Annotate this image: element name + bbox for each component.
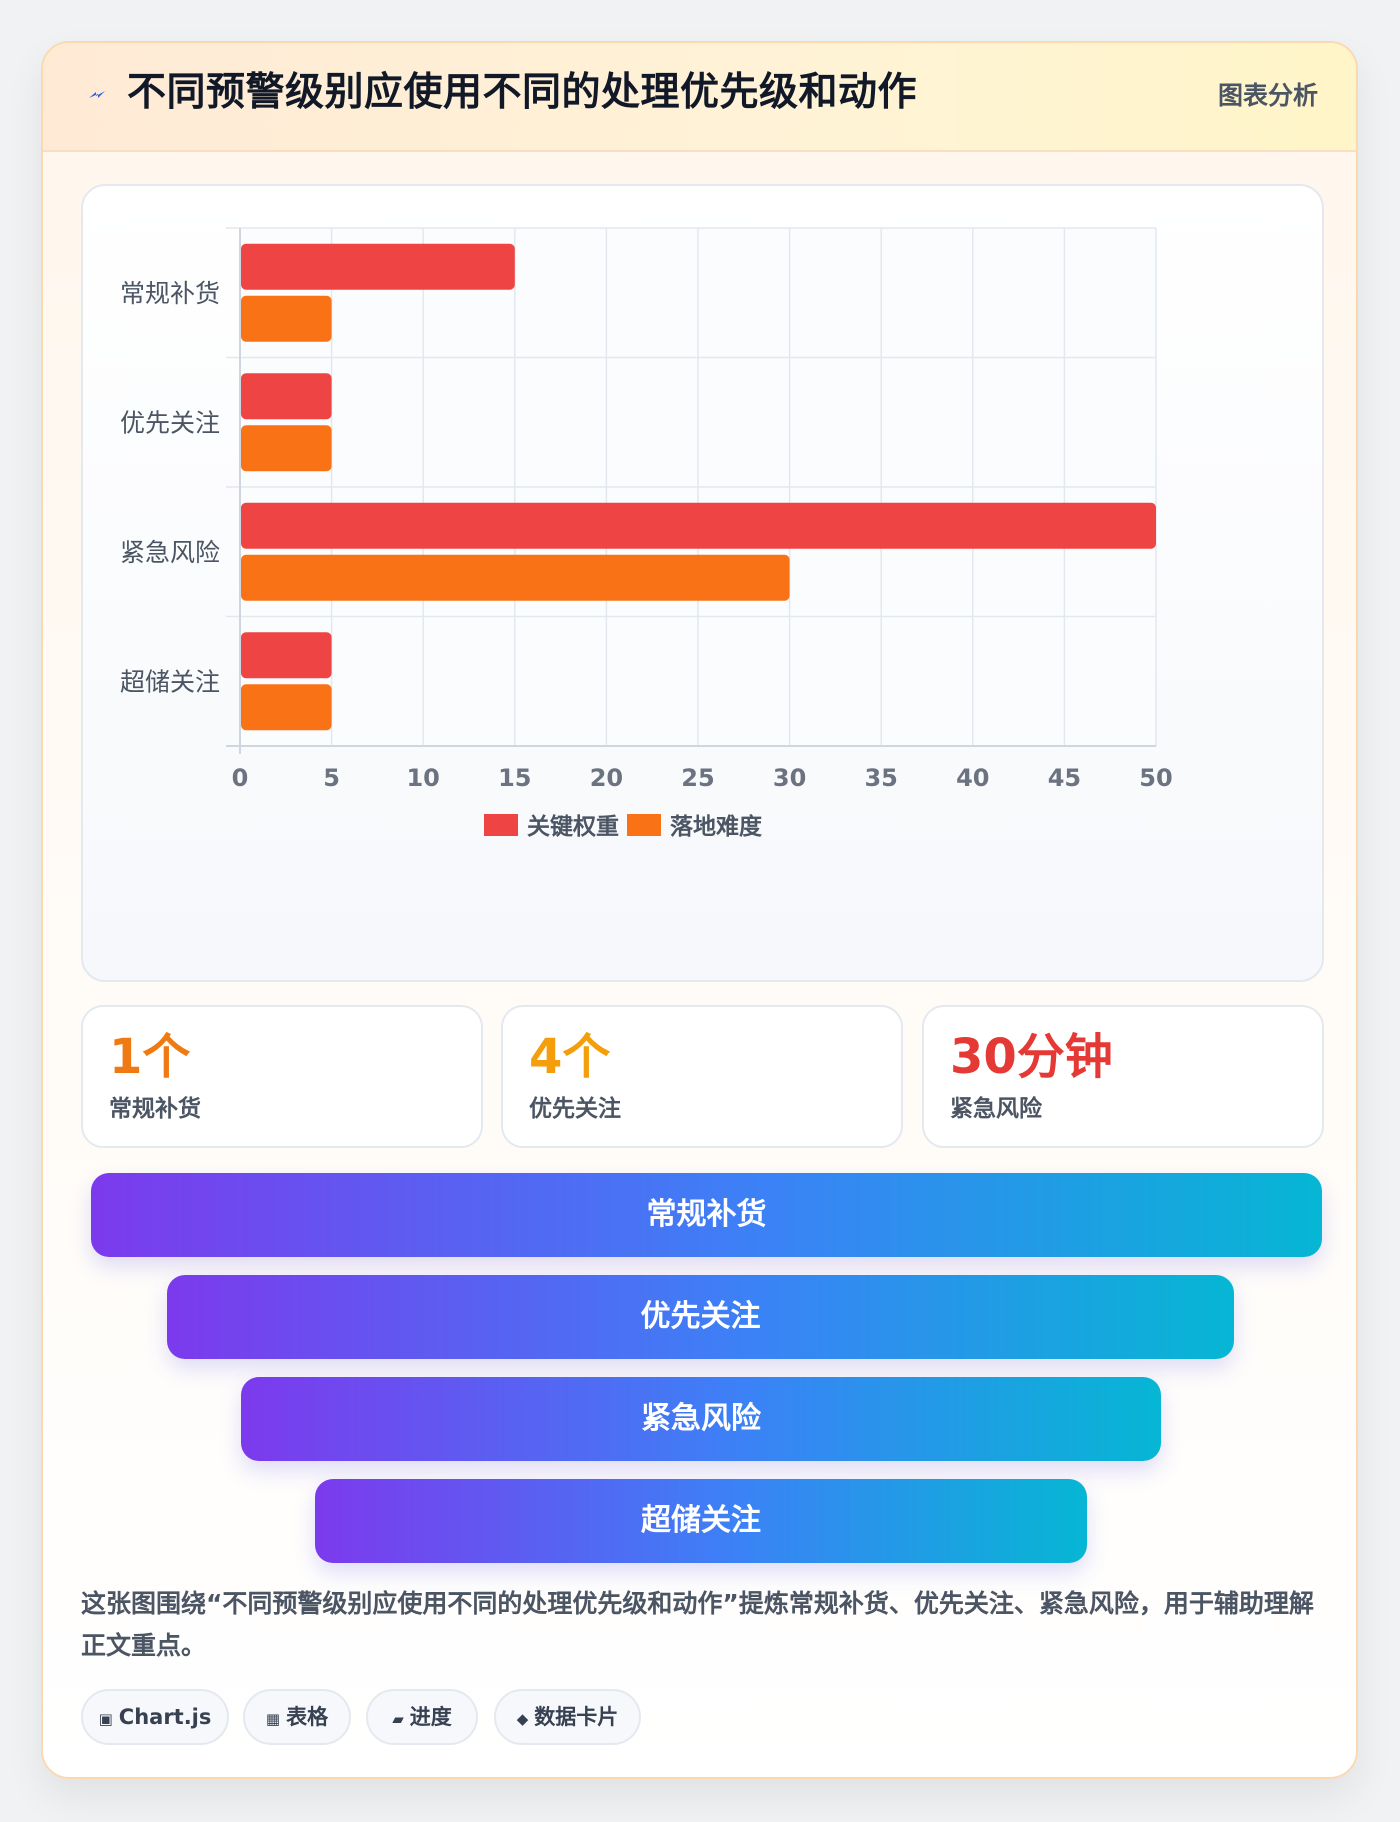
stat-value: 30分钟 — [950, 1029, 1113, 1085]
x-tick-label: 0 — [232, 764, 249, 792]
page-title: 不同预警级别应使用不同的处理优先级和动作 — [127, 70, 918, 115]
x-tick-label: 25 — [681, 764, 714, 792]
summary-text: 这张图围绕“不同预警级别应使用不同的处理优先级和动作”提炼常规补货、优先关注、紧… — [81, 1589, 1314, 1660]
legend-label: 落地难度 — [670, 813, 763, 840]
x-tick-label: 10 — [406, 764, 439, 792]
progress-icon: ▰ — [392, 1710, 404, 1728]
stat-value: 1个 — [109, 1029, 191, 1085]
x-tick-label: 40 — [956, 764, 989, 792]
pill-chartjs: ▣ Chart.js — [81, 1689, 229, 1745]
funnel-step-urgent-risk: 紧急风险 — [241, 1377, 1161, 1461]
bar-key-weight — [241, 373, 332, 420]
x-tick-label: 50 — [1139, 764, 1172, 792]
x-tick-label: 20 — [590, 764, 623, 792]
legend-swatch — [627, 814, 661, 836]
table-icon: ▦ — [265, 1710, 281, 1728]
bar-difficulty — [241, 295, 332, 342]
pill-table: ▦ 表格 — [243, 1689, 351, 1745]
stat-card-urgent-risk: 30分钟 紧急风险 — [922, 1005, 1324, 1148]
y-category-label: 紧急风险 — [120, 538, 220, 567]
pill-label: 数据卡片 — [534, 1705, 619, 1729]
bar-difficulty — [241, 425, 332, 472]
funnel-step-overstock-attention: 超储关注 — [315, 1479, 1087, 1563]
pill-label: 进度 — [409, 1705, 452, 1729]
y-category-label: 常规补货 — [120, 279, 220, 308]
x-tick-label: 35 — [864, 764, 897, 792]
chart-panel: 0 5 10 15 20 25 30 35 40 45 50 常规补货优先关注紧急风险超储关注关键权重… — [81, 184, 1324, 982]
bar-difficulty — [241, 684, 332, 731]
y-category-label: 超储关注 — [120, 667, 220, 696]
stat-card-priority-attention: 4个 优先关注 — [501, 1005, 903, 1148]
x-tick-label: 5 — [323, 764, 340, 792]
legend-label: 关键权重 — [527, 813, 619, 840]
x-tick-label: 30 — [773, 764, 806, 792]
funnel-step-regular-restock: 常规补货 — [91, 1173, 1322, 1257]
pill-label: Chart.js — [118, 1705, 212, 1729]
stat-label: 紧急风险 — [950, 1096, 1042, 1122]
stat-label: 优先关注 — [529, 1096, 621, 1122]
bar-difficulty — [241, 554, 790, 601]
chart-analysis-tag: 图表分析 — [1217, 81, 1318, 110]
bar-key-weight — [241, 502, 1156, 549]
y-category-label: 优先关注 — [120, 408, 220, 437]
stat-value: 4个 — [529, 1029, 611, 1085]
chart-icon: ▣ — [98, 1710, 113, 1728]
stat-label: 常规补货 — [109, 1096, 201, 1122]
bar-chart: 0 5 10 15 20 25 30 35 40 45 50 常规补货优先关注紧急风险超储关注关键权重… — [120, 227, 1173, 840]
x-tick-label: 15 — [498, 764, 531, 792]
pill-progress: ▰ 进度 — [366, 1689, 478, 1745]
lightning-icon — [89, 91, 105, 98]
pill-data-card: ◆ 数据卡片 — [494, 1689, 641, 1745]
legend-swatch — [484, 814, 518, 836]
chart-card: 不同预警级别应使用不同的处理优先级和动作 图表分析 0 5 10 15 20 25 30 35… — [41, 41, 1358, 1779]
pill-label: 表格 — [286, 1705, 329, 1729]
bar-key-weight — [241, 632, 332, 679]
data-card-icon: ◆ — [516, 1710, 529, 1728]
funnel-step-priority-attention: 优先关注 — [167, 1275, 1234, 1359]
x-tick-label: 45 — [1048, 764, 1081, 792]
card-header: 不同预警级别应使用不同的处理优先级和动作 图表分析 — [43, 43, 1356, 152]
bar-key-weight — [241, 243, 515, 290]
stat-card-regular-restock: 1个 常规补货 — [81, 1005, 483, 1148]
